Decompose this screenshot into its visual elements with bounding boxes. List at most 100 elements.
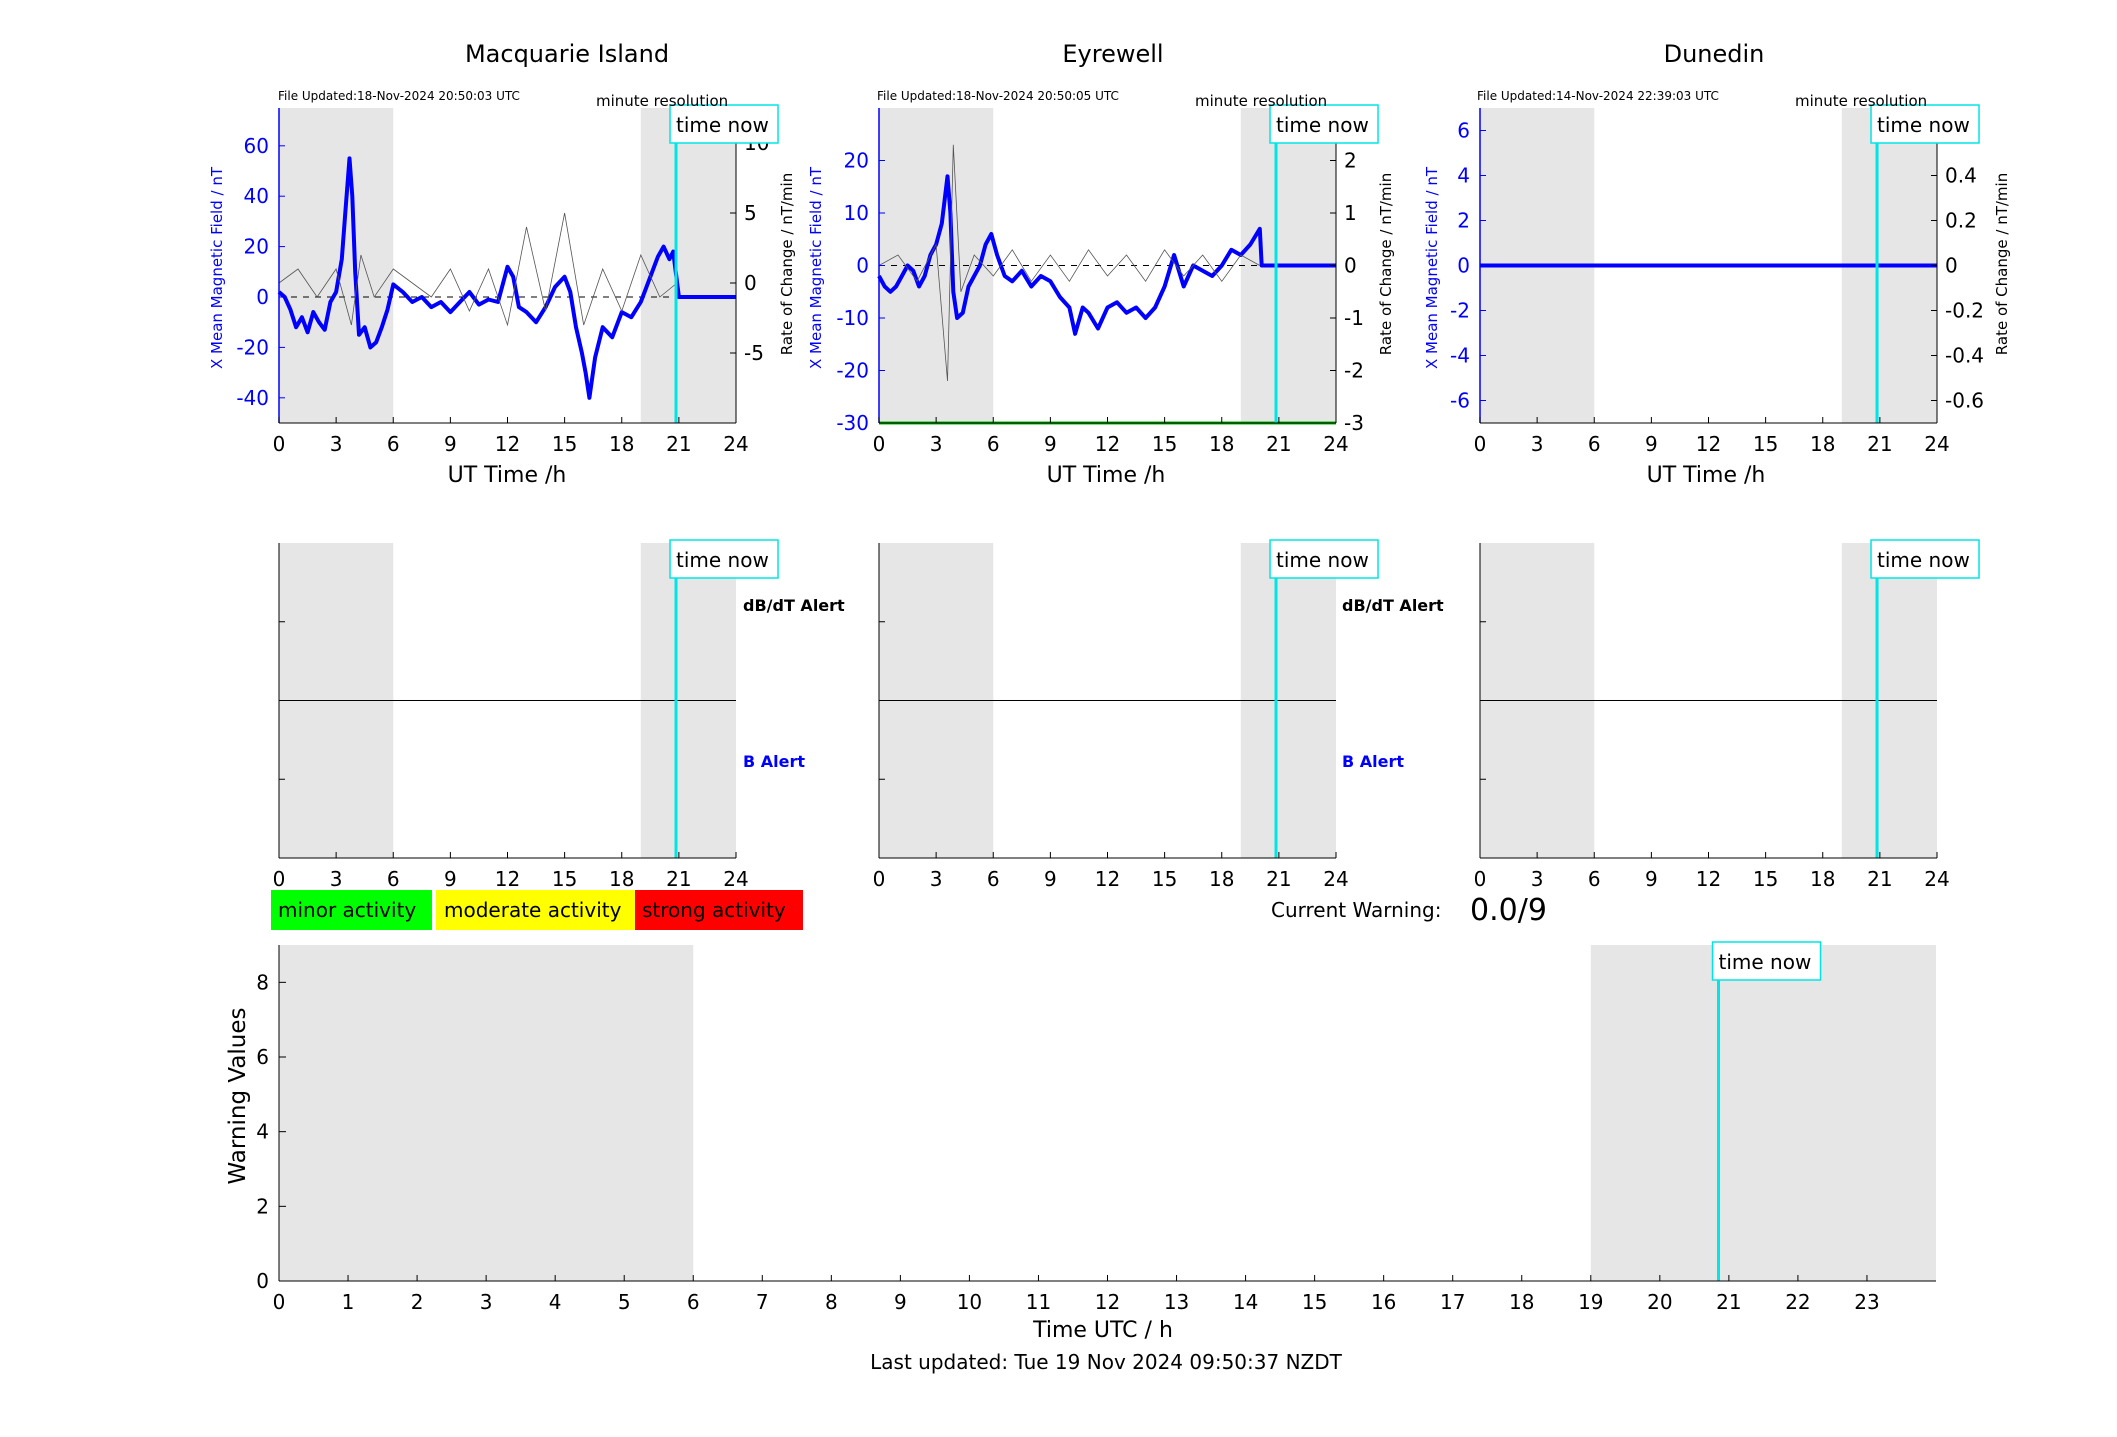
time-now-label: time now [1877,548,1970,572]
x-tick-label: 7 [756,1290,769,1314]
left-tick-label: -40 [236,386,269,410]
strong-activity-swatch [635,890,803,930]
x-tick-label: 18 [1810,867,1835,891]
night-shading [879,108,994,423]
alert-plot-area: time now 0 3 6 9 12 15 18 21 24 [1474,539,1980,891]
last-updated-label: Last updated: Tue 19 Nov 2024 09:50:37 N… [870,1350,1342,1374]
right-tick-label: 0 [744,271,757,295]
current-warning-value: 0.0/9 [1470,893,1547,928]
night-shading [279,108,394,423]
dbdt-alert-label: dB/dT Alert [1342,596,1444,615]
x-tick-label: 15 [552,432,577,456]
rate-of-change-series [278,212,678,327]
right-tick-label: -0.2 [1945,299,1984,323]
x-tick-label: 13 [1164,1290,1189,1314]
resolution-label: minute resolution [1795,92,1927,110]
x-tick-label: 16 [1371,1290,1396,1314]
resolution-label: minute resolution [596,92,728,110]
x-tick-label: 3 [1531,432,1544,456]
x-tick-label: 4 [549,1290,562,1314]
x-tick-label: 22 [1785,1290,1810,1314]
x-tick-label: 6 [987,432,1000,456]
x-tick-label: 18 [609,867,634,891]
x-tick-label: 6 [987,867,1000,891]
x-tick-label: 8 [825,1290,838,1314]
x-tick-label: 12 [495,867,520,891]
x-tick-label: 12 [1696,432,1721,456]
x-tick-label: 18 [609,432,634,456]
right-tick-label: -1 [1344,306,1364,330]
time-now-box [1870,104,1980,144]
right-axis-label: Rate of Change / nT/min [778,173,796,355]
y-axis-label: Warning Values [225,1007,251,1184]
file-updated-label: File Updated:18-Nov-2024 20:50:03 UTC [278,89,520,103]
rate-of-change-series [878,144,1260,382]
x-tick-label: 12 [1095,432,1120,456]
dunedin-alert-panel: time now 0 3 6 9 12 15 18 21 24 [1474,539,1980,891]
minor-activity-label: minor activity [278,898,416,922]
right-tick-label: 0 [1945,254,1958,278]
x-tick-label: 0 [1474,867,1487,891]
x-tick-label: 6 [1588,432,1601,456]
right-tick-label: -0.4 [1945,344,1984,368]
x-tick-label: 15 [1753,432,1778,456]
alert-plot-area: time now 0 3 6 9 12 15 18 21 24 [273,539,779,891]
x-tick-label: 9 [894,1290,907,1314]
x-tick-label: 19 [1578,1290,1603,1314]
left-tick-label: -30 [836,411,869,435]
x-tick-label: 3 [330,867,343,891]
activity-legend: minor activity moderate activity strong … [271,890,803,930]
y-tick-label: 2 [256,1194,269,1218]
x-tick-label: 18 [1509,1290,1534,1314]
x-tick-label: 18 [1209,432,1234,456]
time-now-label: time now [676,113,769,137]
x-tick-label: 23 [1854,1290,1879,1314]
time-now-box [1269,539,1379,579]
time-now-box [1269,104,1379,144]
x-tick-label: 15 [1753,867,1778,891]
x-tick-label: 9 [444,867,457,891]
x-tick-label: 0 [273,1290,286,1314]
y-tick-label: 6 [256,1045,269,1069]
x-tick-label: 2 [411,1290,424,1314]
right-tick-label: 5 [744,201,757,225]
time-now-label: time now [1276,548,1369,572]
right-tick-label: -0.6 [1945,389,1984,413]
x-tick-label: 0 [873,867,886,891]
x-tick-label: 3 [480,1290,493,1314]
x-tick-label: 0 [873,432,886,456]
x-tick-label: 24 [723,867,748,891]
night-shading [279,945,694,1281]
x-tick-label: 17 [1440,1290,1465,1314]
x-axis-label: Time UTC / h [1032,1318,1173,1343]
chart-title: Macquarie Island [465,40,669,68]
magnetic-field-series [277,156,736,400]
x-tick-label: 6 [387,867,400,891]
left-tick-label: 40 [244,184,269,208]
time-now-label: time now [1276,113,1369,137]
x-tick-label: 12 [495,432,520,456]
right-axis-label: Rate of Change / nT/min [1993,173,2011,355]
chart-title: Dunedin [1664,40,1765,68]
x-tick-label: 21 [666,432,691,456]
x-tick-label: 3 [330,432,343,456]
x-tick-label: 24 [1323,867,1348,891]
left-tick-label: -20 [836,359,869,383]
left-tick-label: -4 [1450,344,1470,368]
y-tick-label: 0 [256,1269,269,1293]
x-tick-label: 6 [1588,867,1601,891]
left-axis-label: X Mean Magnetic Field / nT [1423,166,1441,369]
x-tick-label: 12 [1696,867,1721,891]
time-now-label: time now [676,548,769,572]
x-tick-label: 10 [957,1290,982,1314]
x-tick-label: 3 [930,432,943,456]
x-tick-label: 24 [1924,867,1949,891]
minor-activity-swatch [271,890,432,930]
b-alert-label: B Alert [743,752,805,771]
moderate-activity-swatch [436,890,635,930]
x-tick-label: 6 [387,432,400,456]
